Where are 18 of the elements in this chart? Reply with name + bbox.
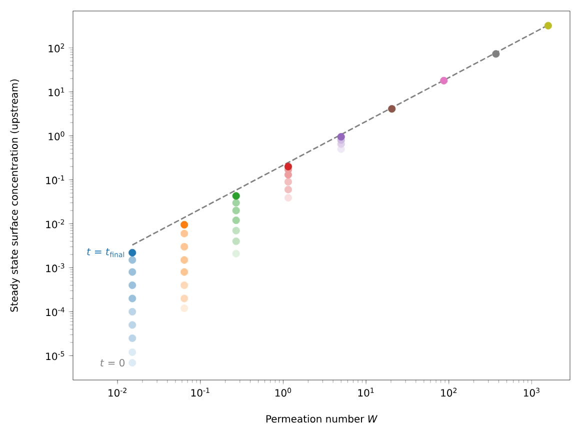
y-axis-title: Steady state surface concentration (upstream) <box>10 79 20 312</box>
y-tick-label: 10$^{0}$ <box>48 131 64 140</box>
y-tick-label: 10$^{-5}$ <box>46 351 64 360</box>
x-tick-label: 10$^{-2}$ <box>108 388 126 397</box>
y-tick-label: 10$^{2}$ <box>48 43 64 52</box>
y-tick-label: 10$^{-2}$ <box>46 219 64 228</box>
x-tick-label: 10$^{-1}$ <box>191 388 210 397</box>
annotation: t = 0 <box>100 359 125 367</box>
y-tick-label: 10$^{-3}$ <box>46 263 64 272</box>
x-tick-label: 10$^{1}$ <box>358 388 374 397</box>
y-tick-label: 10$^{1}$ <box>48 87 64 96</box>
x-tick-label: 10$^{2}$ <box>441 388 456 397</box>
x-tick-label: 10$^{3}$ <box>524 388 540 397</box>
y-tick-label: 10$^{-4}$ <box>46 307 64 316</box>
x-tick-label: 10$^{0}$ <box>275 388 292 397</box>
y-tick-label: 10$^{-1}$ <box>46 175 64 184</box>
annotation: t = t$_{final}$ <box>87 248 124 258</box>
x-axis-title: Permeation number W <box>266 414 378 423</box>
